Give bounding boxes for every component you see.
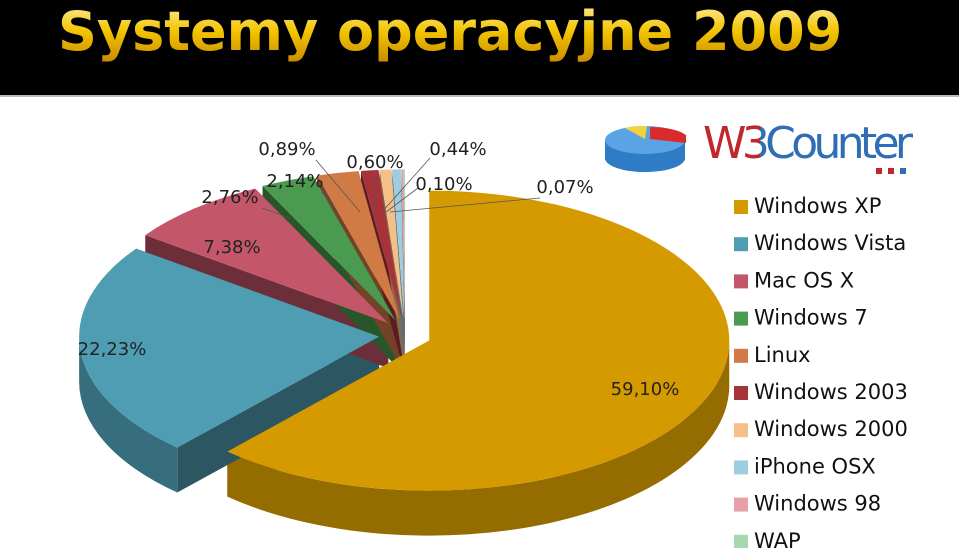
data-label: 0,89% <box>258 139 315 160</box>
pie-slice <box>79 248 380 448</box>
data-label: 0,60% <box>346 152 403 173</box>
legend-swatch <box>734 348 748 363</box>
leader-line <box>389 197 541 213</box>
logo-icon <box>605 125 686 172</box>
slice-wall <box>227 340 730 536</box>
data-label: 7,38% <box>203 237 260 258</box>
legend-label: Windows XP <box>754 194 881 218</box>
legend-label: Windows 2000 <box>754 417 908 441</box>
logo-text: W3Counter <box>703 118 914 169</box>
data-label: 22,23% <box>78 339 147 360</box>
data-label: 0,44% <box>429 139 486 160</box>
leader-line <box>261 207 291 219</box>
legend-swatch <box>734 237 748 252</box>
legend-swatch <box>734 274 748 289</box>
legend-label: Mac OS X <box>754 268 854 292</box>
pie-slice <box>227 190 730 491</box>
data-label: 0,07% <box>536 177 593 198</box>
legend-swatch <box>734 423 748 438</box>
pie-slice <box>360 169 403 320</box>
legend-swatch <box>734 200 748 214</box>
pie-slice <box>392 169 405 320</box>
leader-line <box>315 159 361 213</box>
leader-line <box>385 187 419 213</box>
legend-swatch <box>734 497 748 512</box>
legend-swatch <box>734 534 748 548</box>
legend-swatch <box>734 460 748 475</box>
legend-swatch <box>734 311 748 326</box>
pie-slice <box>145 188 389 324</box>
data-label: 2,14% <box>266 171 323 192</box>
logo-dots <box>876 168 906 174</box>
legend-label: Windows Vista <box>754 231 906 255</box>
legend-label: Windows 2003 <box>754 380 908 404</box>
legend-label: WAP <box>754 529 801 548</box>
slice-wall <box>79 336 178 493</box>
data-label: 2,76% <box>201 187 258 208</box>
data-label: 59,10% <box>611 379 680 400</box>
pie-slice <box>379 169 404 320</box>
legend-label: Linux <box>754 343 811 367</box>
header <box>0 0 959 95</box>
chart-title: Systemy operacyjne 2009 <box>58 0 842 63</box>
pie-slice <box>401 169 405 320</box>
leader-line <box>321 191 339 215</box>
legend-swatch <box>734 386 748 400</box>
slice-side <box>177 336 380 493</box>
legend-label: Windows 98 <box>754 492 881 516</box>
leader-line <box>381 157 431 213</box>
pie-slice <box>403 169 405 320</box>
pie-slice <box>262 176 396 321</box>
legend-label: iPhone OSX <box>754 454 876 478</box>
legend-label: Windows 7 <box>754 306 868 330</box>
pie-slice <box>317 171 400 320</box>
data-label: 0,10% <box>415 174 472 195</box>
